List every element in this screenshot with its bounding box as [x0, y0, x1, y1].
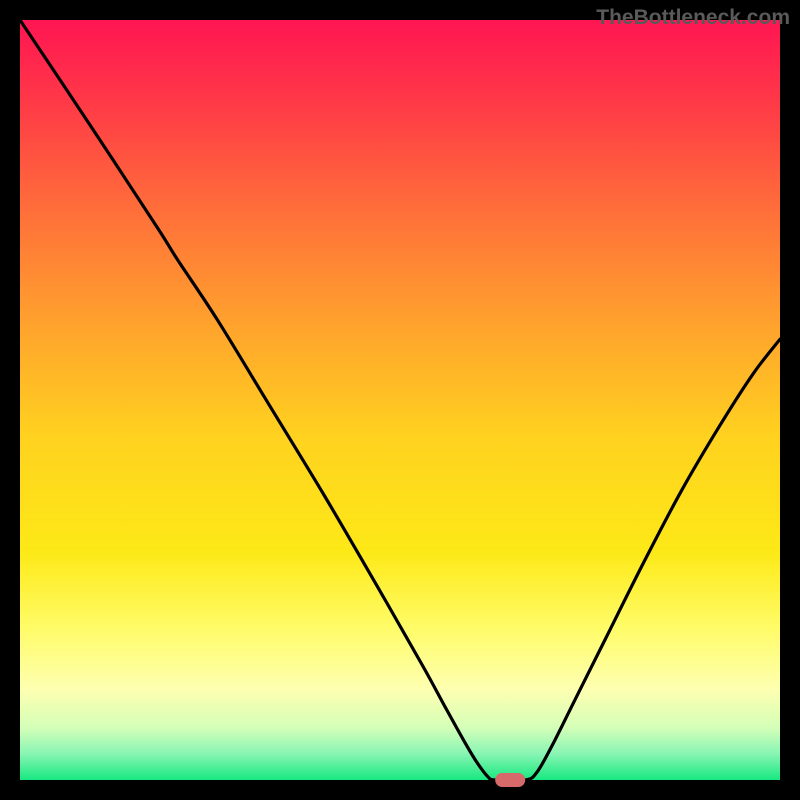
- plot-background: [20, 20, 780, 780]
- chart-svg: [0, 0, 800, 800]
- bottleneck-chart: TheBottleneck.com: [0, 0, 800, 800]
- optimum-marker: [495, 773, 525, 787]
